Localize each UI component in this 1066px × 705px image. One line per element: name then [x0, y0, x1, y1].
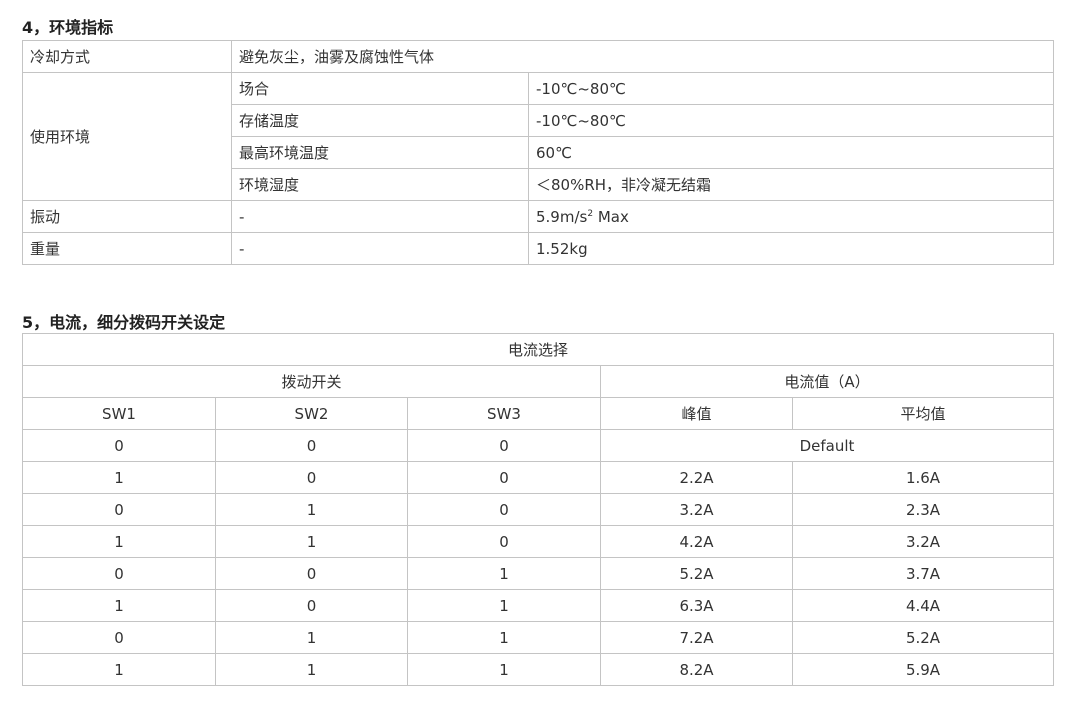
table-row: 1 0 0 2.2A 1.6A [22, 461, 1054, 494]
table-row: SW1 SW2 SW3 峰值 平均值 [22, 397, 1054, 430]
table-row: 重量 - 1.52kg [22, 232, 1054, 265]
cell: 1 [215, 525, 408, 558]
cell: 0 [407, 525, 601, 558]
cell: 1 [22, 589, 216, 622]
table-row: 1 0 1 6.3A 4.4A [22, 589, 1054, 622]
table-row: 0 1 0 3.2A 2.3A [22, 493, 1054, 526]
table-row: 电流选择 [22, 333, 1054, 366]
table-row: 存储温度 -10℃~80℃ [23, 104, 1054, 137]
cell: 1.6A [792, 461, 1054, 494]
cell: 3.7A [792, 557, 1054, 590]
cell-sublabel: - [231, 200, 529, 233]
column-header: SW1 [22, 397, 216, 430]
cell: 0 [215, 557, 408, 590]
table-row: 最高环境温度 60℃ [23, 136, 1054, 169]
group-header-switch: 拨动开关 [22, 365, 601, 398]
cell: 2.2A [600, 461, 793, 494]
cell: 2.3A [792, 493, 1054, 526]
table-row: 1 1 0 4.2A 3.2A [22, 525, 1054, 558]
cell: 5.2A [792, 621, 1054, 654]
table-row: 1 1 1 8.2A 5.9A [22, 653, 1054, 686]
cell-sublabel: 最高环境温度 [231, 136, 529, 169]
table-header: 电流选择 [22, 333, 1054, 366]
cell: 1 [215, 653, 408, 686]
column-header: SW2 [215, 397, 408, 430]
cell-value: 60℃ [528, 136, 1054, 169]
cell-value: -10℃~80℃ [528, 104, 1054, 137]
cell-value: 1.52kg [528, 232, 1054, 265]
cell: 1 [22, 525, 216, 558]
cell: 5.2A [600, 557, 793, 590]
cell-label: 使用环境 [22, 72, 232, 201]
cell: 1 [407, 621, 601, 654]
cell-value: 5.9m/s2 Max [528, 200, 1054, 233]
cell-value: -10℃~80℃ [528, 72, 1054, 105]
group-header-current: 电流值（A） [600, 365, 1054, 398]
cell: 3.2A [792, 525, 1054, 558]
cell: 1 [215, 493, 408, 526]
cell: 6.3A [600, 589, 793, 622]
cell: 0 [215, 429, 408, 462]
table-row: 0 0 0 Default [22, 429, 1054, 462]
cell: 0 [407, 461, 601, 494]
cell-label: 重量 [22, 232, 232, 265]
cell: 1 [22, 653, 216, 686]
table-row: 0 0 1 5.2A 3.7A [22, 557, 1054, 590]
vibration-suffix: Max [593, 207, 629, 226]
cell: 4.2A [600, 525, 793, 558]
cell: 0 [22, 493, 216, 526]
cell-sublabel: 环境湿度 [231, 168, 529, 201]
cell: 5.9A [792, 653, 1054, 686]
column-header: 峰值 [600, 397, 793, 430]
cell: 0 [407, 493, 601, 526]
cell-sublabel: 存储温度 [231, 104, 529, 137]
section-5-title: 5，电流，细分拨码开关设定 [22, 313, 226, 332]
table-row: 0 1 1 7.2A 5.2A [22, 621, 1054, 654]
table-row: 拨动开关 电流值（A） [22, 365, 1054, 398]
cell: 1 [215, 621, 408, 654]
table-row: 振动 - 5.9m/s2 Max [22, 200, 1054, 233]
cell: 0 [407, 429, 601, 462]
cell: 4.4A [792, 589, 1054, 622]
cell: 1 [407, 589, 601, 622]
cell-value: 避免灰尘，油雾及腐蚀性气体 [231, 40, 1054, 73]
cell: 0 [215, 589, 408, 622]
cell-label: 冷却方式 [22, 40, 232, 73]
vibration-exponent: 2 [587, 208, 594, 219]
cell: 1 [22, 461, 216, 494]
cell: 0 [22, 429, 216, 462]
column-header: 平均值 [792, 397, 1054, 430]
cell-label: 振动 [22, 200, 232, 233]
cell: 1 [407, 557, 601, 590]
vibration-value: 5.9m/s [536, 207, 588, 226]
cell-sublabel: 场合 [231, 72, 529, 105]
cell: 1 [407, 653, 601, 686]
cell: 0 [215, 461, 408, 494]
cell: 3.2A [600, 493, 793, 526]
table-row: 环境湿度 ＜80%RH，非冷凝无结霜 [23, 168, 1054, 201]
cell: 0 [22, 621, 216, 654]
cell: 7.2A [600, 621, 793, 654]
table-row: 冷却方式 避免灰尘，油雾及腐蚀性气体 [22, 40, 1054, 73]
cell: 8.2A [600, 653, 793, 686]
section-4-title: 4，环境指标 [22, 18, 114, 37]
cell-default: Default [600, 429, 1054, 462]
cell-value: ＜80%RH，非冷凝无结霜 [528, 168, 1054, 201]
column-header: SW3 [407, 397, 601, 430]
table-row: 使用环境 场合 -10℃~80℃ [22, 72, 1054, 201]
cell-sublabel: - [231, 232, 529, 265]
cell: 0 [22, 557, 216, 590]
environment-table: 冷却方式 避免灰尘，油雾及腐蚀性气体 使用环境 场合 -10℃~80℃ 存储温度… [22, 40, 1054, 265]
current-table: 电流选择 拨动开关 电流值（A） SW1 SW2 SW3 峰值 平均值 0 0 … [22, 333, 1054, 686]
